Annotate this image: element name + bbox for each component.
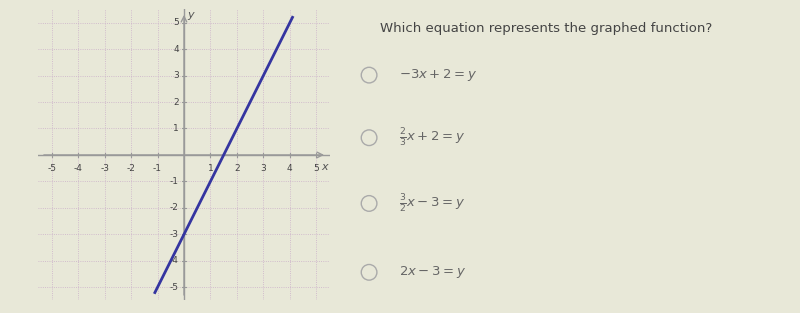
Text: $\frac{2}{3}x + 2 = y$: $\frac{2}{3}x + 2 = y$ [398, 127, 465, 149]
Text: -4: -4 [170, 256, 178, 265]
Text: 5: 5 [314, 164, 319, 173]
Text: 1: 1 [173, 124, 178, 133]
Text: -5: -5 [47, 164, 56, 173]
Text: 2: 2 [173, 98, 178, 106]
Text: Which equation represents the graphed function?: Which equation represents the graphed fu… [381, 22, 713, 35]
Text: -3: -3 [170, 230, 178, 239]
Text: 4: 4 [287, 164, 293, 173]
Text: -4: -4 [74, 164, 82, 173]
Text: 3: 3 [173, 71, 178, 80]
Text: x: x [321, 162, 327, 172]
Text: -1: -1 [170, 177, 178, 186]
Text: -1: -1 [153, 164, 162, 173]
Text: $-3x + 2 = y$: $-3x + 2 = y$ [398, 67, 477, 83]
Text: 1: 1 [207, 164, 214, 173]
Text: $2x - 3 = y$: $2x - 3 = y$ [398, 264, 466, 280]
Text: 2: 2 [234, 164, 240, 173]
Text: 4: 4 [173, 44, 178, 54]
Text: 3: 3 [261, 164, 266, 173]
Text: 5: 5 [173, 18, 178, 27]
Text: -2: -2 [126, 164, 135, 173]
Text: $\frac{3}{2}x - 3 = y$: $\frac{3}{2}x - 3 = y$ [398, 192, 465, 214]
Text: y: y [187, 10, 194, 20]
Text: -3: -3 [100, 164, 109, 173]
Text: -2: -2 [170, 203, 178, 212]
Text: -5: -5 [170, 283, 178, 292]
